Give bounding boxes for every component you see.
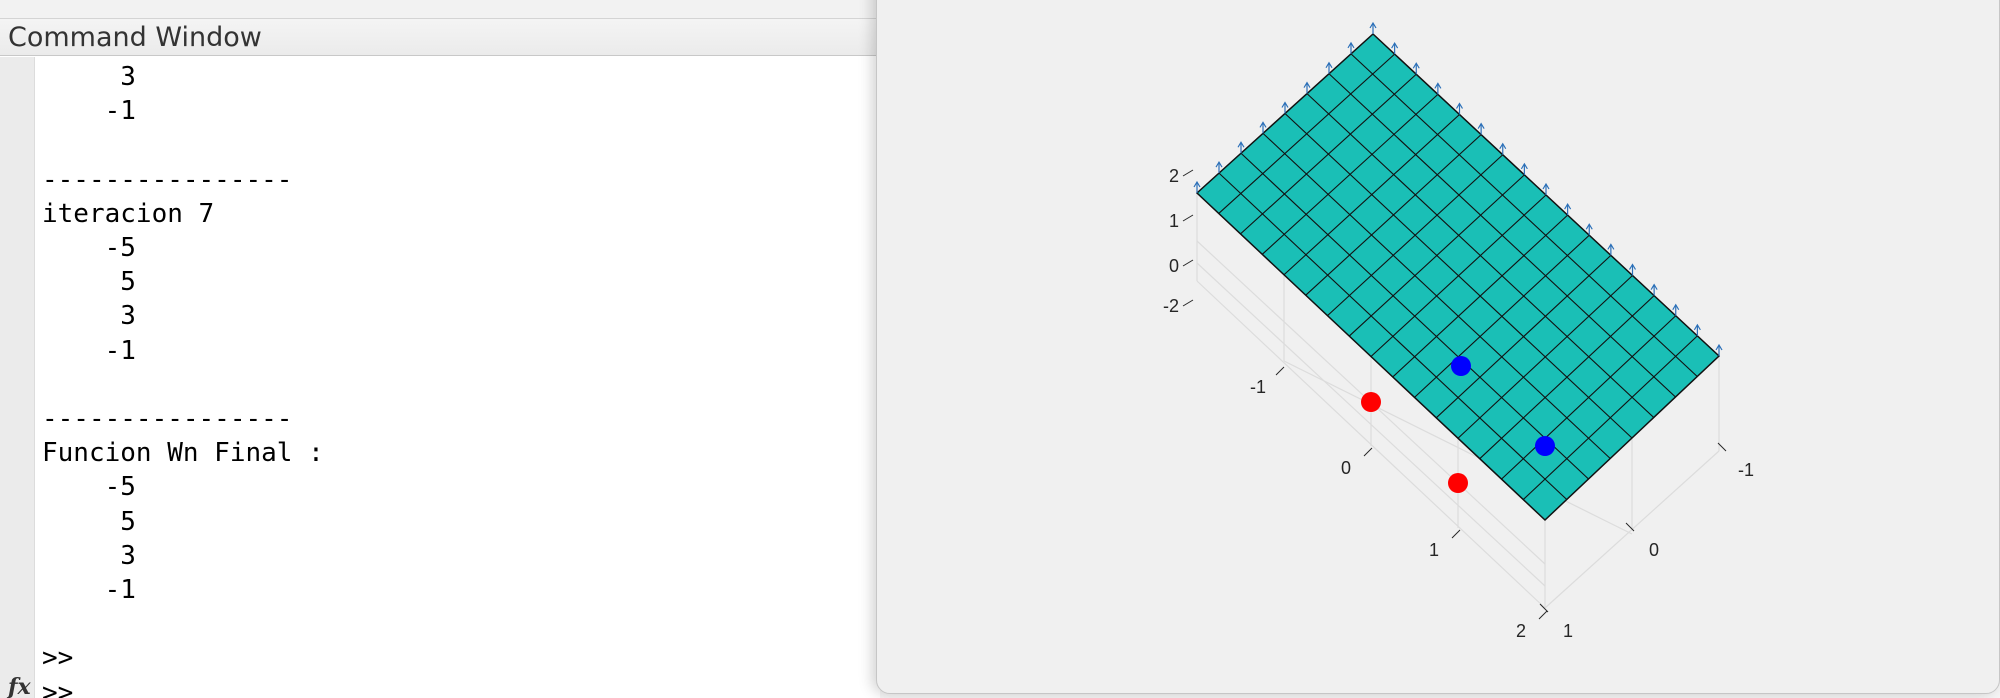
output-line: -1 <box>42 335 136 366</box>
z-tick-label: 1 <box>1169 211 1179 231</box>
output-line: -5 <box>42 472 136 503</box>
arrow-head <box>1672 303 1680 311</box>
output-line: 5 <box>42 506 136 537</box>
arrow-head <box>1281 101 1289 108</box>
arrow-head <box>1477 122 1485 129</box>
arrow-head <box>1564 202 1572 210</box>
red-point-2 <box>1448 473 1468 493</box>
arrow-head <box>1693 323 1701 331</box>
command-window-header[interactable]: Command Window <box>0 19 880 56</box>
output-line: 5 <box>42 267 136 298</box>
output-line: ---------------- <box>42 164 293 195</box>
z-tick-label: -2 <box>1163 296 1179 316</box>
surface-grid-line <box>1284 113 1633 439</box>
red-point-1 <box>1361 392 1381 412</box>
data-points <box>1361 356 1555 493</box>
arrow-head <box>1412 62 1420 69</box>
plot-axes[interactable]: 2 1 0 -2 -1 0 1 2 -1 0 1 <box>877 0 1999 693</box>
fx-icon[interactable]: fx <box>8 674 31 698</box>
arrow-head <box>1499 142 1507 150</box>
surface-grid-line <box>1218 172 1568 500</box>
command-window[interactable]: Command Window 3 -1 ---------------- itera… <box>0 0 880 698</box>
figure-window[interactable]: 2 1 0 -2 -1 0 1 2 -1 0 1 <box>876 0 2000 694</box>
arrow-head <box>1303 81 1311 88</box>
arrow-head <box>1455 102 1464 109</box>
surface-grid-line <box>1306 93 1655 418</box>
surface-grid-line <box>1262 132 1611 459</box>
blue-point-1 <box>1451 356 1471 376</box>
arrow-head <box>1391 41 1399 49</box>
x-tick-mark <box>1363 447 1373 457</box>
z-tick-mark <box>1182 169 1194 177</box>
surface-grid-line <box>1350 53 1698 377</box>
output-line: iteracion 7 <box>42 198 215 229</box>
z-tick-mark <box>1182 214 1194 222</box>
blue-point-2 <box>1535 436 1555 456</box>
x-tick-mark <box>1538 610 1548 620</box>
arrow-head <box>1542 182 1550 190</box>
output-line: 3 <box>42 301 136 332</box>
command-prompt[interactable]: >> <box>42 677 74 698</box>
surface-grid-line <box>1328 73 1676 398</box>
z-tick-mark <box>1182 299 1194 307</box>
arrow-head <box>1369 21 1377 29</box>
x-tick-label: 1 <box>1429 540 1439 560</box>
z-tick-mark <box>1182 259 1194 267</box>
arrow-head <box>1585 223 1593 230</box>
arrow-head <box>1715 343 1723 351</box>
output-line: 3 <box>42 62 136 92</box>
command-output[interactable]: 3 -1 ---------------- iteracion 7 -5 5 3 -… <box>42 60 872 698</box>
y-tick-mark <box>1539 603 1549 613</box>
output-line: 3 <box>42 540 136 571</box>
surface-grid-line <box>1240 152 1589 480</box>
arrow-head <box>1650 283 1658 290</box>
command-window-top-strip <box>0 0 880 19</box>
y-tick-mark <box>1625 522 1635 532</box>
surface-plane <box>1195 32 1721 522</box>
arrow-head <box>1215 160 1223 168</box>
y-tick-label: 1 <box>1563 621 1573 641</box>
x-tick-mark <box>1451 529 1461 539</box>
output-line: ---------------- <box>42 404 293 434</box>
axis-ticks: 2 1 0 -2 -1 0 1 2 -1 0 1 <box>1163 166 1754 641</box>
quiver-arrows <box>1193 21 1723 356</box>
x-tick-label: 0 <box>1341 458 1351 478</box>
arrow-head <box>1520 162 1528 170</box>
x-tick-label: -1 <box>1250 377 1266 397</box>
command-window-gutter <box>0 57 35 698</box>
command-window-title: Command Window <box>8 22 262 53</box>
arrow-head <box>1193 180 1201 188</box>
output-line: -1 <box>42 575 136 605</box>
z-tick-label: 2 <box>1169 166 1179 186</box>
arrow-head <box>1237 141 1245 148</box>
output-line: Funcion Wn Final : <box>42 438 324 469</box>
box-line <box>1283 360 1633 535</box>
x-tick-label: 2 <box>1516 621 1526 641</box>
output-line: -5 <box>42 233 136 263</box>
output-line: -1 <box>42 96 136 127</box>
y-tick-mark <box>1717 442 1727 452</box>
x-tick-mark <box>1275 366 1285 376</box>
y-tick-label: -1 <box>1738 460 1754 480</box>
command-prompt[interactable]: >> <box>42 643 74 674</box>
arrow-head <box>1434 82 1442 89</box>
arrow-head <box>1628 263 1637 270</box>
arrow-head <box>1325 61 1333 69</box>
arrow-head <box>1259 121 1267 128</box>
y-tick-label: 0 <box>1649 540 1659 560</box>
arrow-head <box>1347 41 1355 49</box>
arrow-head <box>1607 243 1615 250</box>
z-tick-label: 0 <box>1169 256 1179 276</box>
